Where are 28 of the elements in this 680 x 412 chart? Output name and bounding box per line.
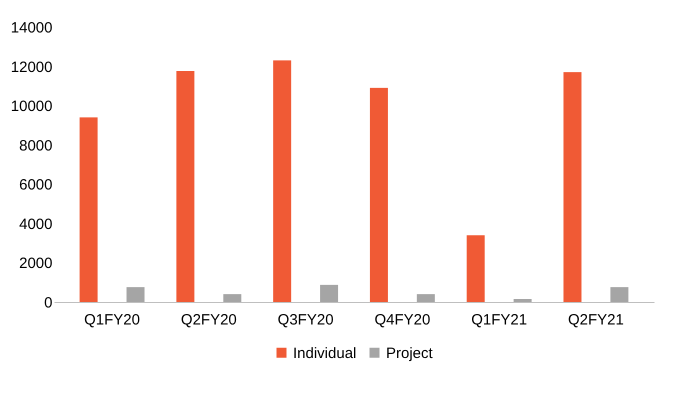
bar (80, 117, 98, 302)
bar (223, 294, 242, 302)
y-tick-label: 6000 (19, 176, 52, 194)
x-tick-label: Q2FY21 (568, 312, 624, 328)
bar (514, 299, 532, 302)
bar (126, 287, 145, 302)
y-tick-label: 4000 (19, 216, 52, 233)
y-tick-label: 12000 (10, 58, 52, 76)
bar (273, 60, 292, 302)
y-tick-label: 2000 (19, 255, 52, 272)
legend-label: Individual (293, 344, 356, 362)
bar (610, 287, 628, 302)
bar (370, 88, 388, 302)
x-tick-label: Q1FY21 (471, 312, 528, 328)
y-tick-label: 14000 (10, 20, 52, 36)
x-tick-label: Q4FY20 (374, 312, 430, 328)
x-tick-label: Q1FY20 (84, 312, 140, 328)
bar (320, 284, 338, 302)
x-tick-label: Q3FY20 (278, 312, 334, 328)
y-tick-label: 10000 (10, 98, 52, 116)
bar (176, 71, 194, 302)
y-tick-label: 0 (44, 294, 52, 312)
bar (466, 235, 485, 302)
x-tick-label: Q2FY20 (180, 312, 237, 328)
bar (563, 72, 582, 302)
legend-label: Project (386, 344, 434, 362)
y-tick-label: 8000 (19, 137, 52, 154)
bar (416, 294, 435, 302)
